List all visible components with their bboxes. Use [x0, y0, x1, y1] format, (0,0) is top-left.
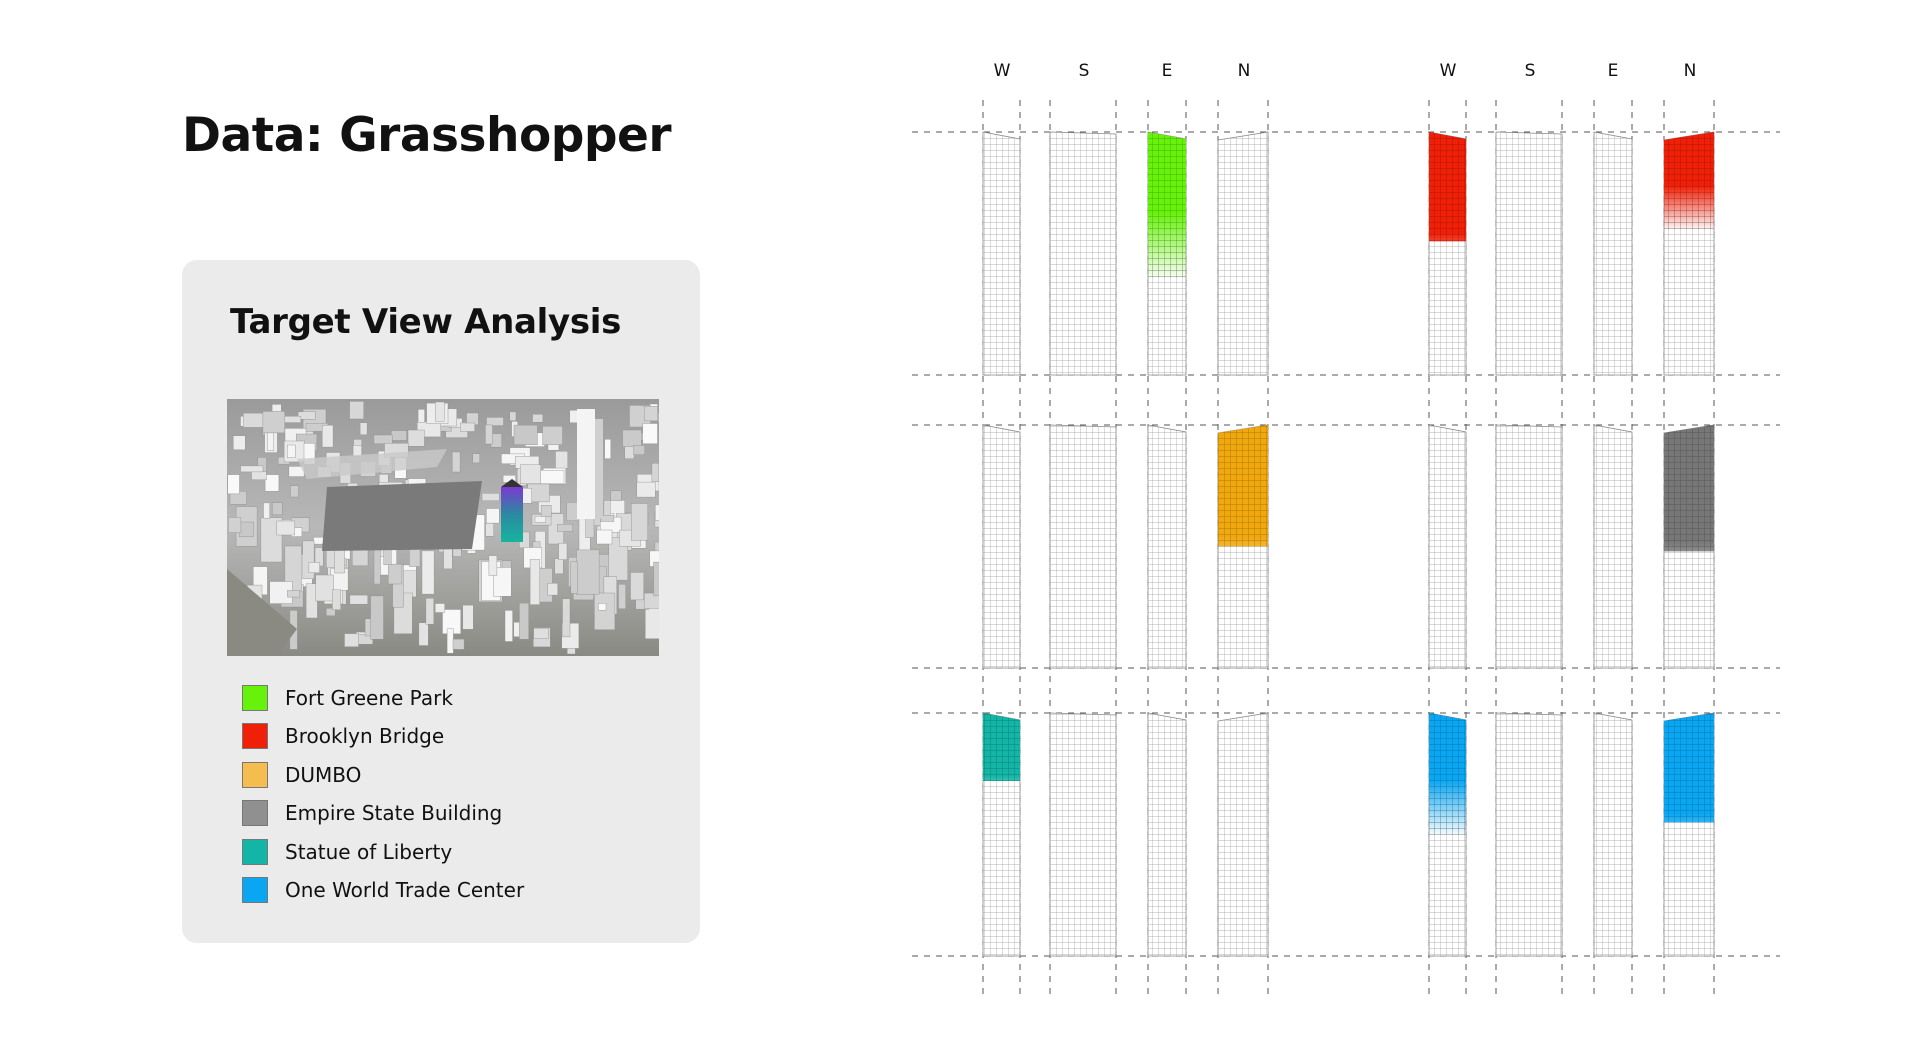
- legend-label: One World Trade Center: [285, 877, 525, 902]
- legend-label: DUMBO: [285, 762, 362, 787]
- coverage-grid-overlay: [1429, 713, 1466, 835]
- direction-label: E: [1162, 61, 1173, 81]
- legend-swatch: [242, 800, 268, 827]
- legend-card: Target View Analysis Fort Greene P: [182, 260, 700, 943]
- facade-strip: [1593, 424, 1633, 669]
- coverage-grid-overlay: [1664, 713, 1714, 823]
- facade-strip: [1049, 131, 1117, 376]
- coverage-grid-overlay: [1218, 425, 1268, 547]
- facade-strip: [1593, 712, 1633, 957]
- direction-label: N: [1238, 61, 1251, 81]
- direction-label: E: [1608, 61, 1619, 81]
- direction-label: W: [994, 61, 1011, 81]
- coverage-grid-overlay: [1429, 132, 1466, 242]
- facade-strip: [1495, 712, 1563, 957]
- coverage-grid-overlay: [1664, 425, 1714, 552]
- legend-swatch: [242, 876, 268, 903]
- legend-swatch: [242, 723, 268, 750]
- coverage-grid-overlay: [983, 713, 1020, 782]
- card-title: Target View Analysis: [230, 302, 622, 342]
- facade-strip: [982, 131, 1021, 376]
- facade-strip: [1593, 131, 1633, 376]
- page-title: Data: Grasshopper: [182, 108, 672, 163]
- legend-label: Fort Greene Park: [285, 686, 453, 710]
- facade-strip: [1217, 712, 1269, 957]
- direction-label: S: [1079, 61, 1090, 81]
- legend-label: Brooklyn Bridge: [285, 724, 445, 749]
- legend-label: Empire State Building: [285, 801, 503, 826]
- facade-strip: [1217, 131, 1269, 376]
- facade-strip: [1428, 424, 1467, 669]
- facade-strip: [1049, 424, 1117, 669]
- facade-strip: [1147, 712, 1187, 957]
- direction-label: W: [1440, 61, 1457, 81]
- direction-label: S: [1525, 61, 1536, 81]
- legend-swatch: [242, 838, 268, 865]
- facade-strip: [982, 424, 1021, 669]
- legend-swatch: [242, 685, 268, 711]
- facade-strip: [1495, 424, 1563, 669]
- facade-strip: [1495, 131, 1563, 376]
- facade-strip: [1049, 712, 1117, 957]
- direction-label: N: [1684, 61, 1697, 81]
- legend-label: Statue of Liberty: [285, 839, 453, 864]
- coverage-grid-overlay: [1148, 132, 1186, 278]
- legend-swatch: [242, 761, 268, 788]
- facade-strip: [1147, 424, 1187, 669]
- coverage-grid-overlay: [1664, 132, 1714, 230]
- city-model-image: [227, 399, 659, 656]
